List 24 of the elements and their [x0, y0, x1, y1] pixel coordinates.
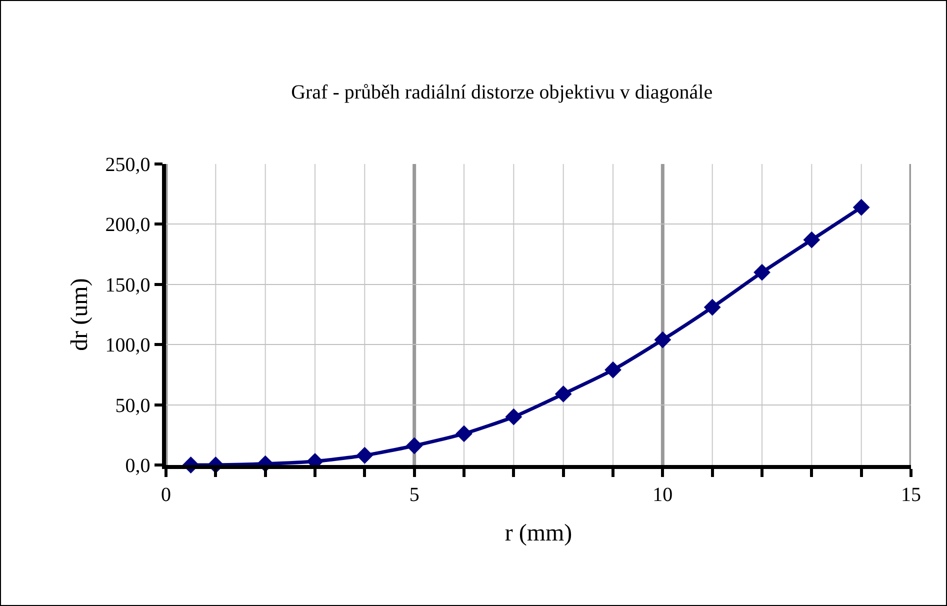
- point: [554, 386, 572, 402]
- y-tick-label: 50,0: [115, 394, 150, 417]
- point: [356, 446, 374, 464]
- point: [604, 361, 622, 378]
- y-axis-title: dr (um): [66, 278, 93, 351]
- point: [456, 425, 472, 442]
- chart-title: Graf - průběh radiální distorze objektivu v diagonále: [291, 82, 713, 104]
- point: [754, 264, 770, 281]
- y-tick-label: 250,0: [105, 154, 150, 176]
- x-tick-label: 15: [901, 484, 921, 506]
- x-axis-title: r (mm): [504, 520, 572, 547]
- x-tick-label: 10: [652, 484, 673, 506]
- point: [803, 231, 820, 248]
- point: [654, 331, 672, 348]
- y-tick-label: 0,0: [125, 455, 150, 477]
- y-tick-label: 100,0: [105, 334, 150, 357]
- point: [852, 198, 870, 216]
- point: [704, 298, 721, 316]
- point: [505, 408, 522, 426]
- y-tick-label: 150,0: [105, 274, 150, 296]
- point: [406, 437, 423, 454]
- x-tick-label: 5: [409, 484, 420, 506]
- x-tick-label: 0: [161, 484, 171, 506]
- y-tick-label: 200,0: [105, 214, 150, 236]
